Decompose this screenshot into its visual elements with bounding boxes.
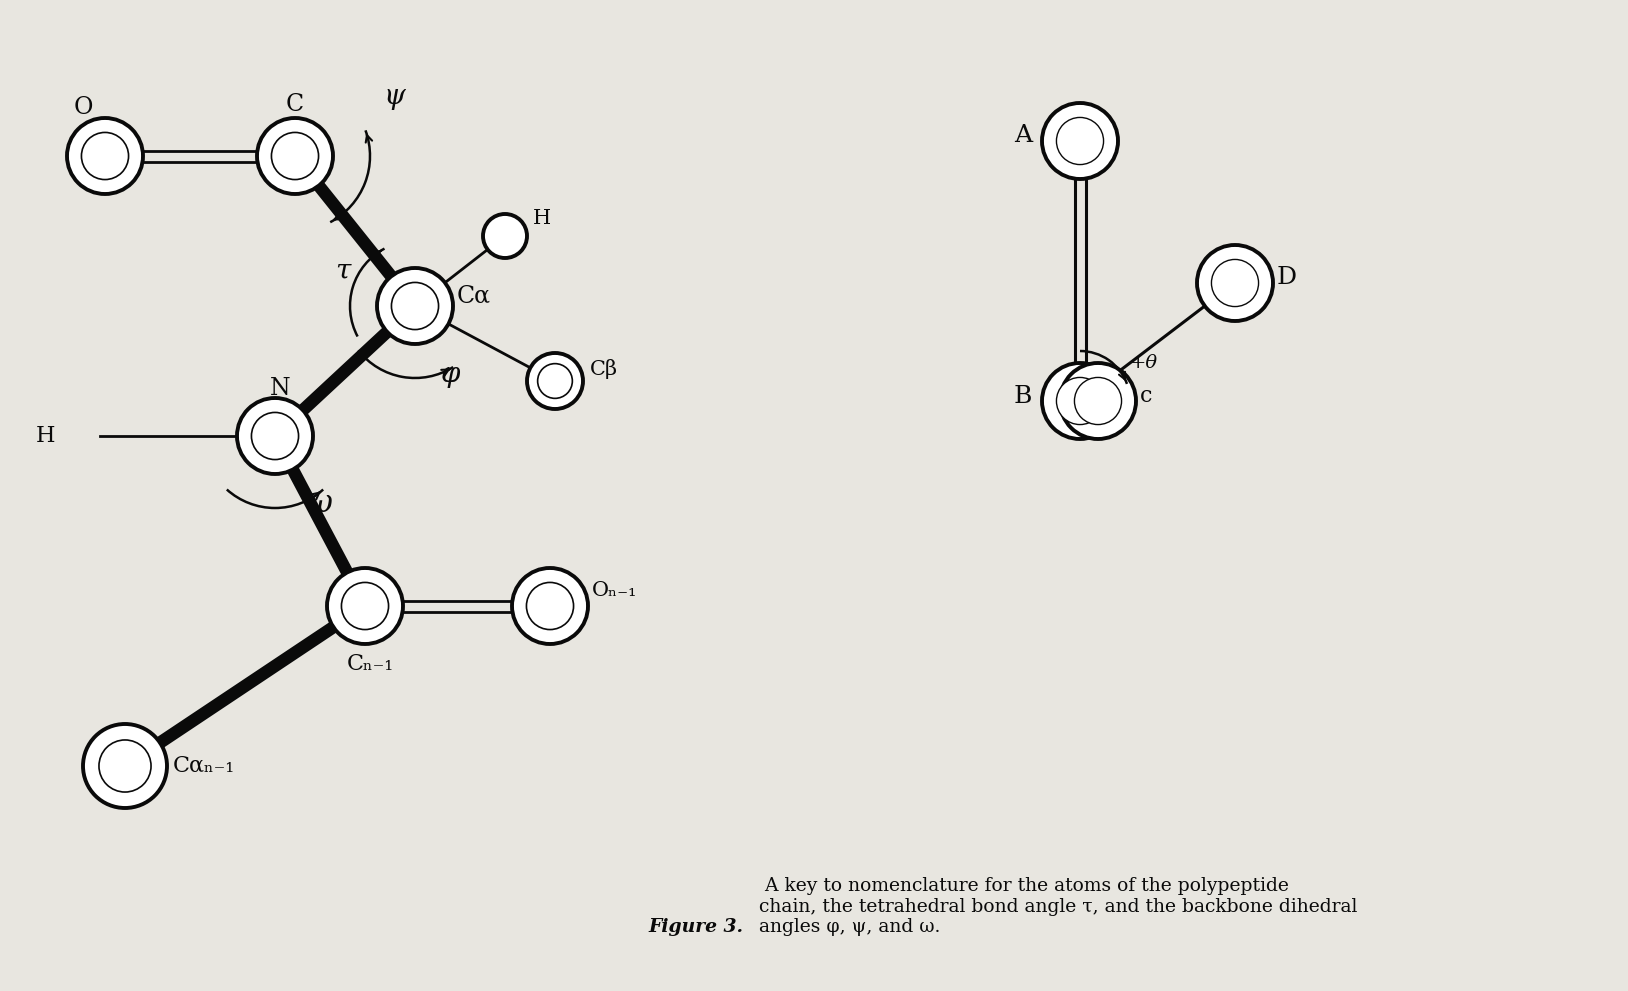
- Circle shape: [537, 364, 573, 398]
- Circle shape: [526, 583, 573, 629]
- Text: Cₙ₋₁: Cₙ₋₁: [347, 653, 394, 675]
- Text: D: D: [1276, 267, 1298, 289]
- Circle shape: [238, 398, 313, 474]
- Text: H: H: [36, 425, 55, 447]
- Text: φ: φ: [440, 361, 459, 387]
- Circle shape: [327, 568, 404, 644]
- Text: O: O: [73, 96, 93, 120]
- Circle shape: [99, 740, 151, 792]
- Circle shape: [81, 133, 129, 179]
- Circle shape: [484, 214, 527, 258]
- Circle shape: [251, 412, 298, 460]
- Circle shape: [67, 118, 143, 194]
- Circle shape: [1060, 363, 1136, 439]
- Text: ω: ω: [308, 489, 332, 519]
- Text: Cα: Cα: [457, 284, 492, 307]
- Circle shape: [391, 282, 438, 330]
- Circle shape: [527, 353, 583, 409]
- Text: Figure 3.: Figure 3.: [648, 919, 742, 936]
- Text: c: c: [1140, 385, 1153, 407]
- Text: A: A: [1014, 125, 1032, 148]
- Circle shape: [378, 268, 453, 344]
- Circle shape: [1197, 245, 1273, 321]
- Text: τ: τ: [335, 258, 350, 284]
- Circle shape: [511, 568, 588, 644]
- Text: Oₙ₋₁: Oₙ₋₁: [593, 582, 638, 601]
- Circle shape: [257, 118, 334, 194]
- Text: +θ: +θ: [1130, 354, 1158, 372]
- Circle shape: [1211, 260, 1258, 306]
- Text: Cβ: Cβ: [589, 359, 619, 379]
- Circle shape: [1057, 118, 1104, 165]
- Text: N: N: [270, 377, 290, 399]
- Text: Cαₙ₋₁: Cαₙ₋₁: [173, 755, 236, 777]
- Circle shape: [1042, 363, 1118, 439]
- Text: A key to nomenclature for the atoms of the polypeptide
chain, the tetrahedral bo: A key to nomenclature for the atoms of t…: [759, 877, 1358, 936]
- Text: H: H: [532, 208, 552, 228]
- Circle shape: [1042, 103, 1118, 179]
- Circle shape: [1074, 378, 1122, 424]
- Text: ψ: ψ: [383, 82, 405, 109]
- Circle shape: [342, 583, 389, 629]
- Circle shape: [272, 133, 319, 179]
- Text: C: C: [287, 92, 304, 116]
- Circle shape: [83, 724, 168, 808]
- Circle shape: [1057, 378, 1104, 424]
- Text: B: B: [1014, 385, 1032, 407]
